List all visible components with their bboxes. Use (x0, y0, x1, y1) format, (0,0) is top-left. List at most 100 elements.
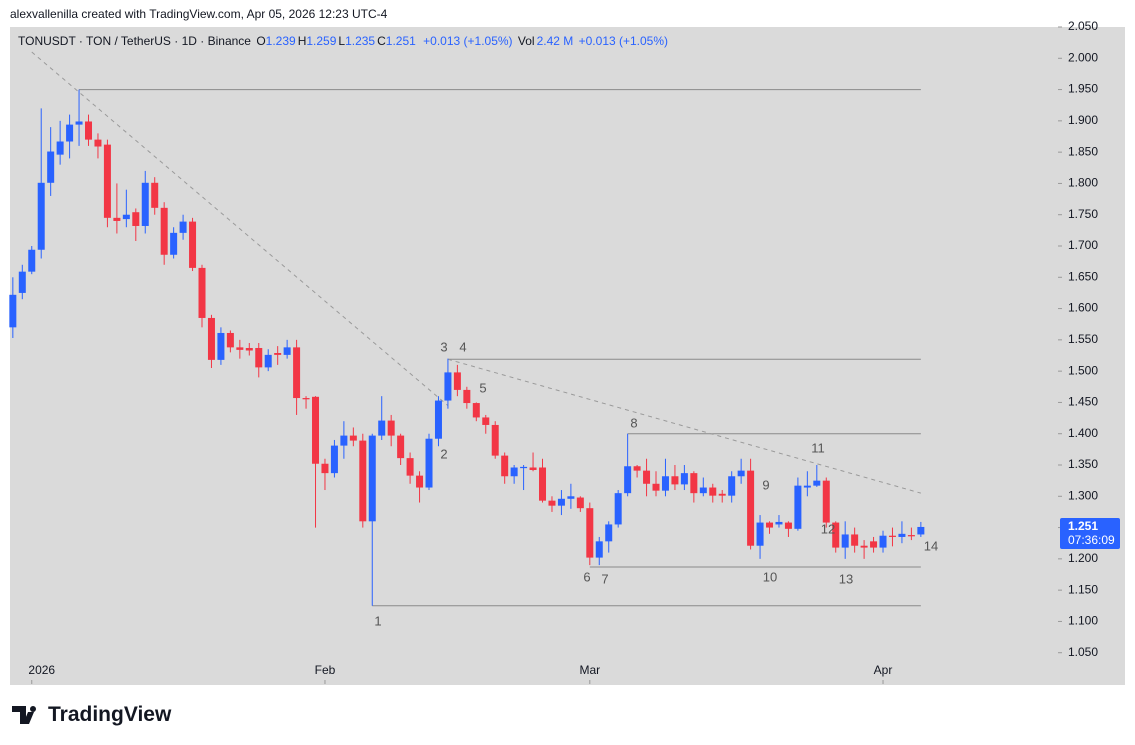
candle-body (472, 403, 480, 418)
x-tick-label: Apr (874, 663, 893, 677)
candle-body (586, 508, 594, 558)
candle-body (293, 347, 301, 399)
candle-body (66, 124, 74, 142)
candle-body (501, 455, 509, 477)
candle-body (614, 493, 622, 525)
candle-body (539, 467, 547, 501)
candle-body (397, 435, 405, 459)
candle-body (671, 476, 679, 485)
y-tick-label: 1.950 (1068, 82, 1098, 96)
candle-body (387, 420, 395, 436)
annotation: 6 (583, 569, 590, 584)
last-price-box (1060, 517, 1120, 549)
candle-body (103, 144, 111, 218)
y-tick-label: 1.300 (1068, 488, 1098, 502)
annotation: 4 (459, 339, 466, 354)
candle-body (18, 271, 26, 293)
candle-body (113, 217, 121, 221)
candle-body (879, 535, 887, 548)
y-tick-label: 1.550 (1068, 332, 1098, 346)
annotation: 3 (440, 339, 447, 354)
annotation: 5 (479, 380, 486, 395)
candle-body (189, 221, 197, 268)
candle-body (851, 534, 859, 546)
candle-body (548, 500, 556, 506)
logo (12, 706, 36, 724)
candle-body (728, 476, 736, 496)
candle-body (870, 541, 878, 548)
candle-body (595, 541, 603, 558)
annotation: 1 (374, 613, 381, 628)
y-tick-label: 1.350 (1068, 457, 1098, 471)
volume-label: Vol (517, 34, 535, 48)
annotation: 2 (440, 446, 447, 461)
candle-body (406, 458, 414, 476)
candle-body (822, 480, 830, 523)
candle-body (425, 438, 433, 488)
candle-body (898, 533, 906, 537)
candle-body (368, 435, 376, 522)
candle-body (709, 487, 717, 496)
y-tick-label: 1.450 (1068, 395, 1098, 409)
candle-body (917, 526, 925, 535)
y-tick-label: 2.000 (1068, 50, 1098, 64)
candle-body (510, 467, 518, 477)
y-tick-label: 1.600 (1068, 301, 1098, 315)
candle-body (576, 497, 584, 509)
ohlc-value: 1.235 (345, 34, 376, 48)
candle-body (643, 470, 651, 484)
candle-body (160, 207, 168, 255)
candle-body (434, 400, 442, 439)
annotation: 11 (811, 440, 825, 455)
y-tick-label: 1.900 (1068, 113, 1098, 127)
candle-body (860, 545, 868, 548)
ohlc-label: H (297, 34, 307, 48)
candle-body (680, 473, 688, 485)
annotation: 10 (763, 569, 777, 584)
candle-body (633, 466, 641, 471)
candle-body (888, 535, 896, 537)
candle-body (85, 121, 93, 140)
x-tick-label: Feb (315, 663, 336, 677)
candle-body (463, 389, 471, 404)
candle-body (349, 435, 357, 441)
candle-body (661, 476, 669, 491)
candle-body (520, 466, 528, 469)
candle-body (179, 221, 187, 233)
candle-body (813, 480, 821, 486)
candle-body (832, 522, 840, 548)
candle-body (359, 440, 367, 522)
volume-value: 2.42 M (536, 34, 574, 48)
logo-dot (30, 706, 36, 712)
y-tick-label: 1.050 (1068, 645, 1098, 659)
annotation: 12 (821, 521, 835, 536)
y-tick-label: 1.850 (1068, 144, 1098, 158)
candle-body (775, 521, 783, 525)
x-tick-label: Mar (579, 663, 600, 677)
candle-body (47, 151, 55, 183)
y-tick-label: 1.150 (1068, 582, 1098, 596)
candle-body (444, 372, 452, 401)
candle-body (690, 473, 698, 494)
y-tick-label: 1.650 (1068, 269, 1098, 283)
candle-body (794, 485, 802, 529)
candle-body (236, 347, 244, 350)
candle-body (747, 470, 755, 546)
candle-body (766, 522, 774, 528)
candle-body (28, 249, 36, 272)
countdown: 07:36:09 (1068, 533, 1115, 547)
candle-body (56, 141, 64, 155)
y-tick-label: 1.100 (1068, 614, 1098, 628)
trendline (447, 358, 921, 494)
annotation: 13 (839, 571, 853, 586)
y-tick-label: 1.750 (1068, 207, 1098, 221)
candle-body (340, 435, 348, 446)
candle-body (312, 396, 320, 464)
y-tick-label: 1.700 (1068, 238, 1098, 252)
candle-body (207, 317, 215, 360)
candle-body (803, 485, 811, 488)
attribution: alexvallenilla created with TradingView.… (10, 7, 388, 21)
candle-body (274, 352, 282, 355)
